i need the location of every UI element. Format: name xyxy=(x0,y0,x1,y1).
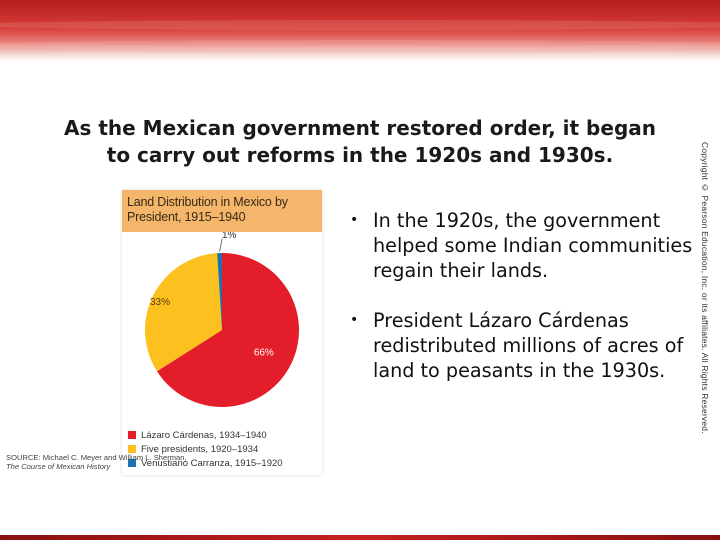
bullet-dot: • xyxy=(350,212,359,228)
slice-value-label: 1% xyxy=(222,232,237,241)
source-citation: SOURCE: Michael C. Meyer and William L. … xyxy=(6,453,187,462)
bullet-text: In the 1920s, the government helped some… xyxy=(373,209,693,282)
legend-item: Five presidents, 1920–1934 xyxy=(128,442,283,456)
footer-rule xyxy=(0,535,720,540)
legend-label: Five presidents, 1920–1934 xyxy=(141,443,259,455)
source-book-title: The Course of Mexican History xyxy=(6,462,111,471)
banner-stripe xyxy=(0,20,720,30)
slice-value-label: 33% xyxy=(150,297,170,308)
pie-slice xyxy=(156,253,299,407)
chart-title: Land Distribution in Mexico by President… xyxy=(127,195,288,224)
legend-item: Lázaro Cárdenas, 1934–1940 xyxy=(128,428,283,442)
chart-legend: Lázaro Cárdenas, 1934–1940 Five presiden… xyxy=(128,428,283,470)
bullet-dot: • xyxy=(350,312,359,328)
pie-slice xyxy=(217,253,222,330)
legend-label: Venustiano Carranza, 1915–1920 xyxy=(141,457,283,469)
bullet-item: • President Lázaro Cárdenas redistribute… xyxy=(350,308,695,383)
legend-item: Venustiano Carranza, 1915–1920 xyxy=(128,456,283,470)
legend-swatch xyxy=(128,445,136,453)
chart-header: Land Distribution in Mexico by President… xyxy=(122,190,322,232)
bullet-text: President Lázaro Cárdenas redistributed … xyxy=(373,309,684,382)
chart-source: SOURCE: Michael C. Meyer and William L. … xyxy=(6,453,187,471)
pie-slice xyxy=(144,253,222,372)
header-banner xyxy=(0,0,720,62)
legend-swatch xyxy=(128,431,136,439)
pie-chart-card: Land Distribution in Mexico by President… xyxy=(122,190,322,475)
copyright-notice: Copyright © Pearson Education, Inc. or i… xyxy=(700,142,710,434)
bullet-item: • In the 1920s, the government helped so… xyxy=(350,208,695,283)
pie-chart: 66% 33% 1% xyxy=(144,232,299,407)
bullet-list: • In the 1920s, the government helped so… xyxy=(350,208,695,408)
banner-stripe xyxy=(0,40,720,50)
leader-line xyxy=(219,238,223,252)
slice-value-label: 66% xyxy=(254,348,274,359)
legend-label: Lázaro Cárdenas, 1934–1940 xyxy=(141,429,267,441)
legend-swatch xyxy=(128,459,136,467)
slide-title: As the Mexican government restored order… xyxy=(64,116,656,167)
